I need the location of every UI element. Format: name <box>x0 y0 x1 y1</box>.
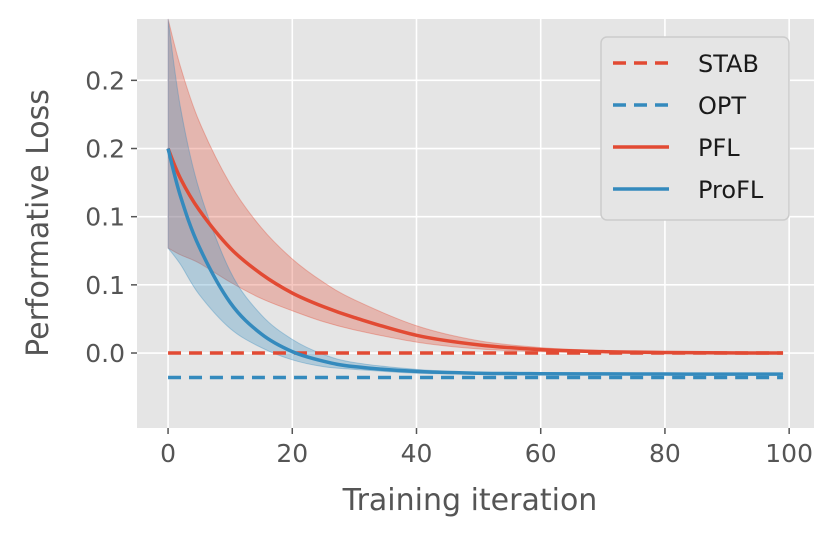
y-tick-label: 0.2 <box>85 66 125 95</box>
series-lines <box>166 147 783 380</box>
y-axis-label: Performative Loss <box>21 89 56 357</box>
x-tick-label: 20 <box>276 439 308 468</box>
y-tick-label: 0.1 <box>85 203 125 232</box>
line-pfl <box>166 147 783 355</box>
y-tick-label: 0.0 <box>85 339 125 368</box>
x-tick-label: 40 <box>401 439 433 468</box>
x-tick-label: 100 <box>765 439 813 468</box>
axis-ticks: 0 20 40 60 80 100 0.0 0.1 0.1 0.2 0.2 <box>85 66 813 468</box>
y-tick-label: 0.2 <box>85 135 125 164</box>
legend-label-opt: OPT <box>698 92 746 120</box>
y-tick-label: 0.1 <box>85 271 125 300</box>
legend-label-profl: ProFL <box>698 176 764 204</box>
legend-label-stab: STAB <box>698 50 759 78</box>
x-axis-label: Training iteration <box>342 483 598 518</box>
legend-box <box>600 36 790 221</box>
legend: STAB OPT PFL ProFL <box>600 36 790 221</box>
line-profl <box>166 148 783 376</box>
x-tick-label: 0 <box>160 439 176 468</box>
x-tick-label: 80 <box>649 439 681 468</box>
legend-label-pfl: PFL <box>698 134 740 162</box>
x-tick-label: 60 <box>525 439 557 468</box>
